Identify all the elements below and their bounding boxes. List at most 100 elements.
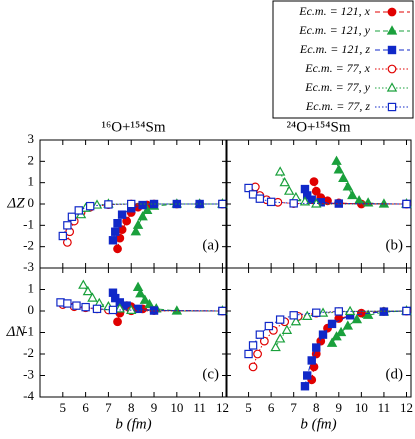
- point: [270, 341, 281, 352]
- y-tick-label: 0: [28, 302, 35, 317]
- point: [289, 311, 298, 320]
- legend-label: Ec.m. = 121, x: [298, 4, 370, 18]
- point: [274, 166, 286, 176]
- point: [63, 221, 72, 230]
- plot-frame: [39, 267, 228, 398]
- point: [195, 199, 204, 209]
- point: [402, 306, 411, 316]
- point: [58, 231, 68, 241]
- point: [301, 310, 313, 320]
- point: [326, 337, 338, 347]
- panel-label: (a): [202, 237, 219, 253]
- point: [218, 306, 227, 316]
- y-tick-label: 0: [28, 195, 35, 210]
- point: [303, 371, 312, 380]
- point: [218, 199, 227, 209]
- point: [130, 226, 142, 236]
- point: [113, 317, 122, 327]
- point: [274, 333, 286, 343]
- point: [63, 299, 72, 308]
- point: [248, 190, 258, 199]
- point: [275, 315, 285, 324]
- point: [300, 382, 310, 391]
- point: [104, 200, 113, 209]
- point: [327, 319, 337, 329]
- point: [307, 356, 316, 365]
- point: [290, 316, 302, 326]
- y-tick-label: -2: [23, 238, 34, 253]
- point: [333, 164, 345, 174]
- y-tick-label: -1: [23, 323, 34, 338]
- point: [378, 198, 390, 208]
- legend-marker: [387, 7, 397, 17]
- x-tick-label: 7: [290, 400, 297, 415]
- y-tick-label: -1: [23, 216, 34, 231]
- x-tick-label: 6: [82, 400, 89, 415]
- panel-label: (b): [386, 237, 404, 253]
- x-tick-label: 6: [268, 400, 275, 415]
- point: [289, 199, 298, 208]
- point: [92, 304, 102, 314]
- point: [114, 303, 126, 313]
- point: [244, 183, 253, 193]
- point: [342, 320, 354, 330]
- point: [335, 326, 347, 337]
- x-tick-label: 9: [151, 400, 158, 415]
- y-tick-label: -2: [23, 345, 34, 360]
- point: [303, 191, 312, 200]
- panel-label: (c): [202, 366, 219, 382]
- legend-marker: [387, 102, 397, 112]
- point: [111, 293, 120, 303]
- point: [62, 237, 72, 247]
- point: [122, 216, 132, 226]
- point: [248, 341, 258, 350]
- x-tick-label: 10: [355, 400, 368, 415]
- y-axis-label: ΔZ: [6, 195, 25, 211]
- point: [347, 189, 358, 200]
- point: [255, 194, 265, 203]
- point: [266, 197, 276, 207]
- point: [91, 199, 103, 209]
- legend-label: Ec.m. = 121, y: [298, 23, 370, 37]
- legend-marker: [386, 82, 398, 92]
- point: [85, 201, 95, 211]
- point: [309, 177, 319, 187]
- point: [87, 292, 98, 302]
- y-tick-label: -4: [23, 388, 34, 403]
- y-tick-label: -3: [23, 259, 34, 274]
- point: [82, 285, 94, 296]
- point: [74, 206, 83, 215]
- point: [56, 298, 65, 307]
- point: [111, 227, 120, 236]
- point: [108, 305, 118, 315]
- y-tick-label: 3: [28, 131, 35, 146]
- legend-label: Ec.m. = 77, y: [304, 80, 370, 94]
- x-tick-label: 9: [336, 400, 343, 415]
- x-axis-label: b (fm): [300, 416, 336, 432]
- x-tick-label: 5: [60, 400, 67, 415]
- series-line: [248, 187, 407, 205]
- y-axis-label: ΔN: [6, 324, 27, 340]
- x-tick-label: 7: [105, 400, 112, 415]
- point: [318, 330, 328, 339]
- legend-label: Ec.m. = 121, z: [299, 42, 370, 56]
- point: [135, 288, 146, 298]
- series-line: [82, 284, 223, 312]
- point: [264, 321, 274, 331]
- point: [144, 298, 155, 309]
- point: [338, 172, 349, 182]
- series-line: [112, 203, 223, 241]
- point: [356, 308, 366, 318]
- point: [255, 330, 265, 339]
- plot-frame: [225, 267, 412, 398]
- point: [311, 186, 321, 196]
- panel-label: (d): [386, 366, 404, 382]
- x-tick-label: 12: [216, 400, 229, 415]
- panel-title: ²⁴O+¹⁵⁴Sm: [287, 119, 351, 135]
- point: [81, 302, 90, 312]
- point: [248, 362, 258, 372]
- point: [113, 219, 122, 228]
- point: [283, 185, 295, 195]
- y-tick-label: -3: [23, 366, 34, 381]
